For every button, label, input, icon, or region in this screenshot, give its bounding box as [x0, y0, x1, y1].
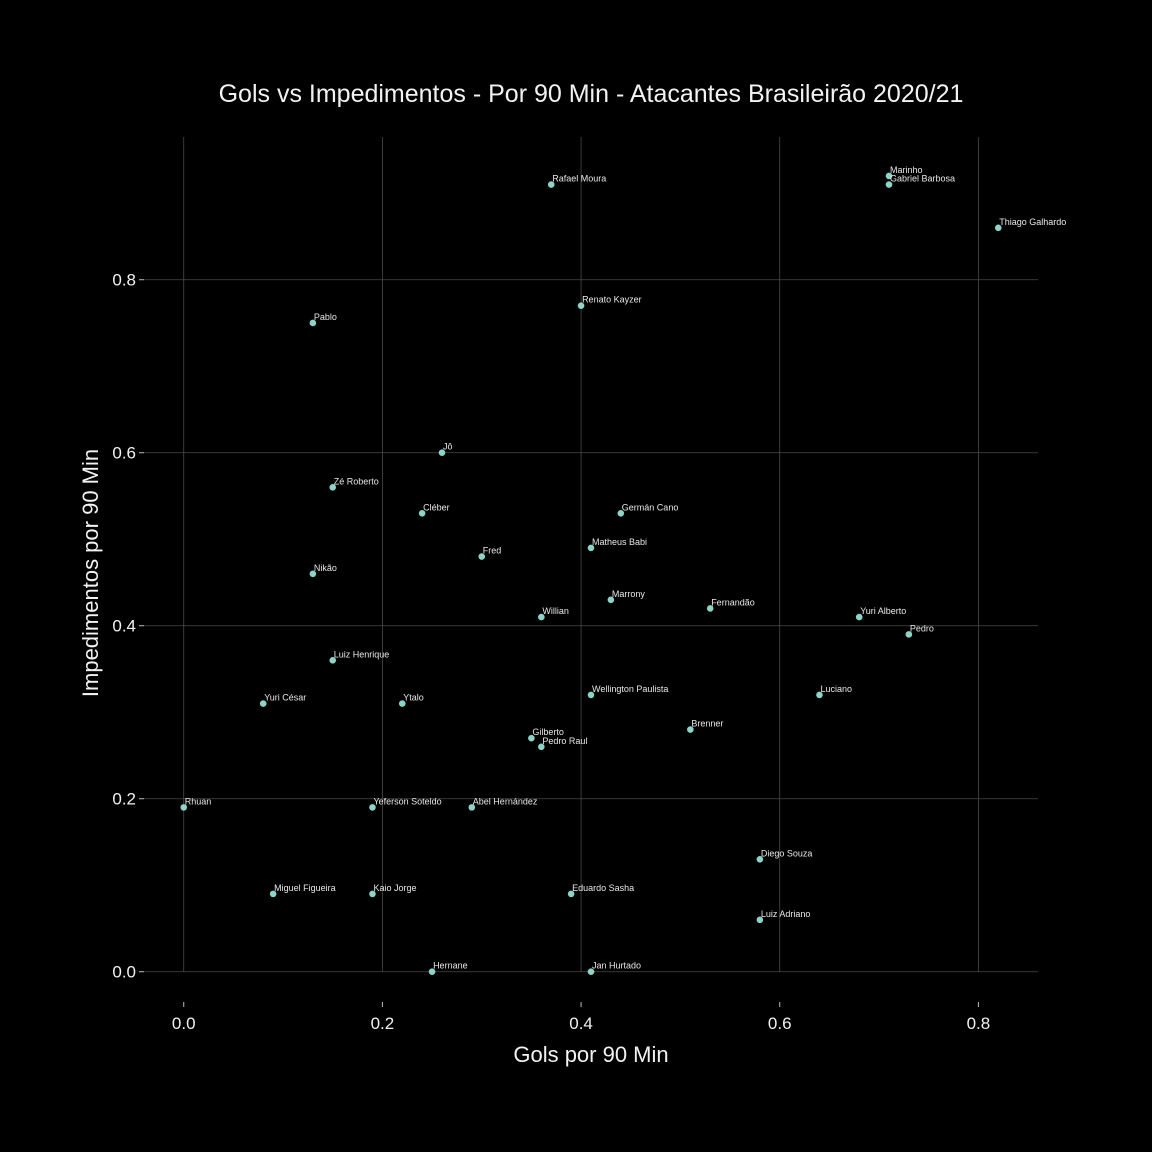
data-point [587, 544, 595, 552]
data-point-label: Rhuan [185, 796, 212, 806]
data-point [259, 700, 267, 707]
data-point [706, 605, 714, 612]
x-tick-label: 0.0 [172, 1014, 196, 1033]
data-point-label: Marinho [890, 165, 923, 175]
y-tick-label: 0.0 [112, 963, 136, 982]
data-point [398, 700, 406, 707]
data-point [369, 804, 376, 811]
y-axis-label: Impedimentos por 90 Min [78, 449, 103, 697]
data-point-label: Abel Hernández [473, 796, 538, 806]
data-point [687, 726, 694, 733]
data-points [180, 172, 1002, 976]
data-point-label: Pedro Raul [542, 736, 587, 746]
data-point-label: Jan Hurtado [592, 961, 641, 971]
data-point [180, 804, 188, 811]
data-point [994, 224, 1002, 232]
data-point [756, 916, 764, 924]
data-point [309, 319, 317, 327]
data-point [528, 734, 535, 742]
data-point [329, 657, 337, 664]
data-point-label: Wellington Paulista [592, 684, 668, 694]
data-point-label: Thiago Galhardo [999, 217, 1066, 227]
data-point-label: Gilberto [532, 727, 564, 737]
data-point [538, 743, 545, 751]
x-tick-label: 0.8 [967, 1014, 991, 1033]
data-point [816, 691, 823, 699]
data-point [369, 890, 376, 898]
data-point-label: Luiz Adriano [761, 909, 811, 919]
data-point-label: Marrony [612, 589, 646, 599]
data-point-label: Gabriel Barbosa [890, 174, 955, 184]
data-point [538, 613, 545, 621]
data-point [756, 855, 764, 863]
data-point [567, 890, 575, 898]
data-point-label: Diego Souza [761, 848, 813, 858]
data-point-label: Fred [483, 546, 502, 556]
data-point [329, 484, 337, 491]
data-point [309, 570, 317, 578]
data-point-label: Yuri Alberto [860, 606, 906, 616]
data-point-label: Rafael Moura [552, 174, 606, 184]
axis-ticks: 0.0 0.2 0.4 0.6 0.8 0.0 0.2 0.4 0.6 0.8 [112, 271, 990, 1033]
y-tick-label: 0.4 [112, 617, 136, 636]
y-tick-label: 0.8 [112, 271, 136, 290]
x-tick-label: 0.4 [569, 1014, 593, 1033]
data-point-label: Hernane [433, 961, 468, 971]
y-tick-label: 0.6 [112, 444, 136, 463]
data-point [428, 968, 436, 976]
data-point [885, 181, 893, 188]
data-point [617, 509, 625, 517]
data-point-label: Zé Roberto [334, 476, 379, 486]
data-point [418, 509, 426, 517]
data-point-label: Ytalo [403, 693, 424, 703]
data-point-label: Brenner [691, 719, 723, 729]
chart-title: Gols vs Impedimentos - Por 90 Min - Atac… [219, 80, 964, 108]
data-point [577, 302, 585, 309]
data-point [438, 449, 446, 457]
data-point-label: Kaio Jorge [373, 883, 416, 893]
y-tick-label: 0.2 [112, 790, 136, 809]
data-point-label: Jô [443, 442, 453, 452]
data-point-label: Pedro [910, 623, 934, 633]
data-point [855, 613, 863, 621]
data-point-label: Willian [542, 606, 569, 616]
data-point [905, 631, 913, 638]
x-axis-label: Gols por 90 Min [513, 1042, 668, 1067]
data-point-label: Yuri César [264, 693, 306, 703]
data-point [607, 596, 615, 604]
x-tick-label: 0.6 [768, 1014, 792, 1033]
data-point-label: Nikão [314, 563, 337, 573]
data-point-label: Yeferson Soteldo [373, 796, 441, 806]
data-point [478, 553, 486, 560]
data-point-label: Eduardo Sasha [572, 883, 634, 893]
data-point [269, 890, 277, 898]
data-point-label: Luciano [820, 684, 852, 694]
data-point-label: Miguel Figueira [274, 883, 336, 893]
data-point-label: Matheus Babi [592, 537, 647, 547]
data-point-label: Fernandão [711, 597, 755, 607]
x-tick-label: 0.2 [371, 1014, 395, 1033]
data-point [885, 172, 893, 180]
data-point [587, 691, 595, 699]
data-point [587, 968, 595, 976]
data-point [547, 181, 555, 188]
data-point-label: Renato Kayzer [582, 295, 642, 305]
data-point-label: Germán Cano [622, 502, 679, 512]
data-point-label: Pablo [314, 312, 337, 322]
data-point [468, 804, 476, 811]
data-point-label: Luiz Henrique [334, 649, 390, 659]
data-point-label: Cléber [423, 502, 450, 512]
